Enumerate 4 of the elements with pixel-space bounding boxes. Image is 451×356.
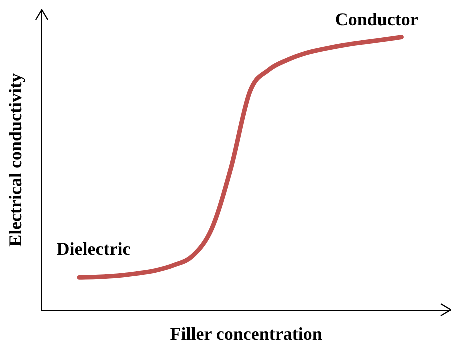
text: Conductor: [335, 10, 418, 30]
x-axis-title: Filler concentration: [170, 324, 322, 344]
y-axis-title: Electrical conductivity: [5, 73, 26, 247]
annotation: Dielectric: [56, 238, 131, 259]
